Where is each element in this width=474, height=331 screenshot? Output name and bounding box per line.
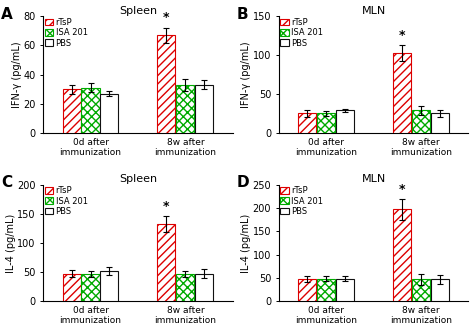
Bar — [82, 274, 100, 301]
Bar — [100, 94, 118, 133]
Bar — [336, 279, 354, 301]
Legend: rTsP, ISA 201, PBS: rTsP, ISA 201, PBS — [44, 185, 89, 216]
Bar — [393, 53, 411, 133]
Bar — [412, 110, 430, 133]
Bar — [393, 209, 411, 301]
Title: MLN: MLN — [362, 174, 386, 184]
Y-axis label: IL-4 (pg/mL): IL-4 (pg/mL) — [241, 213, 251, 272]
Text: C: C — [1, 175, 12, 190]
Bar — [431, 114, 449, 133]
Text: A: A — [1, 7, 13, 22]
Bar — [195, 85, 213, 133]
Bar — [412, 279, 430, 301]
Bar — [82, 88, 100, 133]
Y-axis label: IFN-γ (pg/mL): IFN-γ (pg/mL) — [12, 41, 22, 108]
Legend: rTsP, ISA 201, PBS: rTsP, ISA 201, PBS — [44, 17, 89, 48]
Bar — [195, 274, 213, 301]
Bar — [317, 279, 335, 301]
Text: *: * — [399, 28, 405, 42]
Bar — [336, 110, 354, 133]
Title: Spleen: Spleen — [119, 174, 157, 184]
Title: MLN: MLN — [362, 6, 386, 16]
Bar — [176, 85, 194, 133]
Text: D: D — [237, 175, 250, 190]
Bar — [176, 274, 194, 301]
Text: *: * — [399, 183, 405, 196]
Bar — [100, 271, 118, 301]
Bar — [157, 35, 175, 133]
Bar — [298, 114, 316, 133]
Bar — [298, 279, 316, 301]
Title: Spleen: Spleen — [119, 6, 157, 16]
Bar — [157, 224, 175, 301]
Bar — [63, 89, 81, 133]
Bar — [317, 114, 335, 133]
Text: *: * — [163, 12, 170, 24]
Legend: rTsP, ISA 201, PBS: rTsP, ISA 201, PBS — [280, 17, 324, 48]
Y-axis label: IL-4 (pg/mL): IL-4 (pg/mL) — [6, 213, 16, 272]
Legend: rTsP, ISA 201, PBS: rTsP, ISA 201, PBS — [280, 185, 324, 216]
Bar — [431, 279, 449, 301]
Y-axis label: IFN-γ (pg/mL): IFN-γ (pg/mL) — [241, 41, 251, 108]
Text: B: B — [237, 7, 249, 22]
Bar — [63, 274, 81, 301]
Text: *: * — [163, 200, 170, 213]
